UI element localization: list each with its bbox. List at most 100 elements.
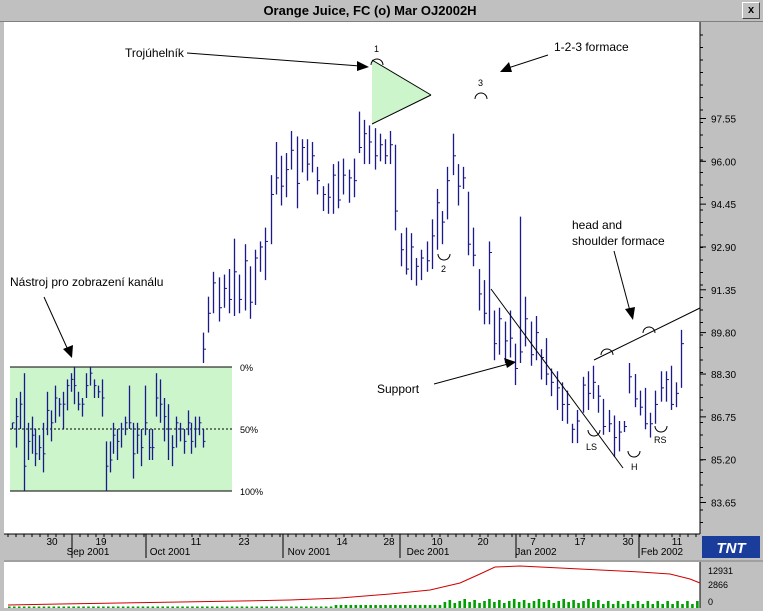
- volume-bar: [646, 601, 650, 608]
- x-day-label: 7: [530, 537, 536, 548]
- volume-bar: [443, 602, 447, 608]
- price-bar: [322, 186, 326, 212]
- price-bar: [238, 274, 242, 314]
- volume-bar: [329, 606, 333, 608]
- volume-bar: [423, 605, 427, 608]
- volume-bar: [42, 606, 46, 608]
- close-button[interactable]: x: [742, 2, 760, 19]
- price-bar: [202, 332, 206, 363]
- x-day-label: 30: [46, 537, 58, 548]
- volume-bar: [666, 601, 669, 608]
- price-bar: [592, 365, 596, 399]
- volume-bar: [582, 601, 585, 608]
- volume-bar: [72, 606, 75, 608]
- price-bar: [545, 338, 549, 386]
- price-bar: [660, 371, 664, 402]
- price-bar: [566, 390, 570, 424]
- volume-bar: [389, 605, 392, 608]
- channel-bar: [171, 435, 175, 467]
- channel-bar: [89, 367, 93, 386]
- volume-bar: [567, 602, 570, 608]
- volume-bar: [641, 604, 645, 608]
- price-bar: [296, 136, 300, 209]
- volume-bar: [621, 604, 625, 608]
- channel-bar: [34, 429, 38, 467]
- price-bar: [207, 296, 211, 333]
- price-bar: [368, 125, 372, 165]
- volume-bar: [696, 601, 699, 608]
- channel-bar: [190, 422, 194, 454]
- x-month-label: Feb 2002: [641, 547, 684, 558]
- volume-bar: [626, 601, 630, 608]
- price-bar: [488, 241, 492, 325]
- volume-bar: [636, 601, 640, 608]
- volume-bar: [146, 606, 150, 608]
- price-bar: [675, 382, 679, 408]
- volume-bar: [295, 606, 298, 608]
- volume-bar: [631, 604, 635, 608]
- volume-bar: [92, 606, 95, 608]
- price-bar: [514, 343, 518, 386]
- y-tick-label: 91.35: [711, 286, 736, 297]
- price-bar: [509, 310, 513, 358]
- price-bar: [218, 277, 222, 322]
- channel-bar: [128, 385, 132, 429]
- volume-bar: [47, 606, 51, 608]
- arrow-123: [500, 62, 512, 72]
- marker-ls-top: [600, 348, 614, 356]
- volume-bar: [230, 606, 234, 608]
- volume-bar: [587, 599, 590, 608]
- volume-bar: [245, 606, 249, 608]
- volume-bar: [463, 599, 466, 608]
- channel-bar: [144, 385, 148, 436]
- volume-bar: [82, 606, 85, 608]
- price-bar: [556, 371, 560, 410]
- volume-bar: [250, 606, 254, 608]
- vol-label-bottom: 0: [708, 597, 713, 607]
- volume-bar: [255, 606, 259, 608]
- title-bar: Orange Juice, FC (o) Mar OJ2002H x: [0, 0, 763, 22]
- y-tick-label: 83.65: [711, 499, 736, 510]
- label-rs: RS: [654, 435, 667, 445]
- volume-bar: [196, 606, 199, 608]
- support-line[interactable]: [490, 288, 624, 469]
- volume-bar: [57, 606, 61, 608]
- volume-bar: [201, 606, 204, 608]
- price-bar: [634, 374, 638, 408]
- volume-bar: [507, 601, 511, 608]
- volume-bar: [314, 606, 318, 608]
- volume-bar: [166, 606, 169, 608]
- label-pt1: 1: [374, 44, 379, 54]
- x-day-label: 20: [477, 537, 489, 548]
- price-bar: [264, 227, 268, 281]
- volume-bar: [107, 606, 110, 608]
- channel-bar: [23, 373, 27, 491]
- channel-bar: [202, 429, 206, 448]
- volume-bar: [339, 605, 343, 608]
- volume-bar: [522, 600, 526, 608]
- triangle-lower-line: [371, 94, 432, 125]
- price-bar: [420, 249, 424, 281]
- volume-axis-panel: [700, 562, 763, 608]
- marker-2: [437, 253, 451, 261]
- channel-bar: [198, 416, 202, 436]
- volume-bar: [364, 605, 367, 608]
- channel-bar: [73, 367, 77, 405]
- volume-bar: [681, 604, 684, 608]
- volume-bar: [691, 604, 694, 608]
- price-bar: [332, 164, 336, 214]
- volume-bar: [334, 605, 338, 608]
- label-hs-2: shoulder formace: [572, 234, 665, 248]
- price-bar: [587, 371, 591, 410]
- channel-bar: [120, 422, 124, 448]
- volume-bar: [488, 599, 491, 608]
- x-day-label: 30: [622, 537, 634, 548]
- volume-bar: [37, 606, 41, 608]
- x-day-label: 11: [672, 537, 683, 548]
- channel-bar: [167, 404, 171, 460]
- price-bar: [654, 390, 658, 424]
- volume-bar: [215, 606, 219, 608]
- volume-bar: [661, 604, 664, 608]
- price-bar: [348, 169, 352, 203]
- volume-bar: [542, 602, 546, 608]
